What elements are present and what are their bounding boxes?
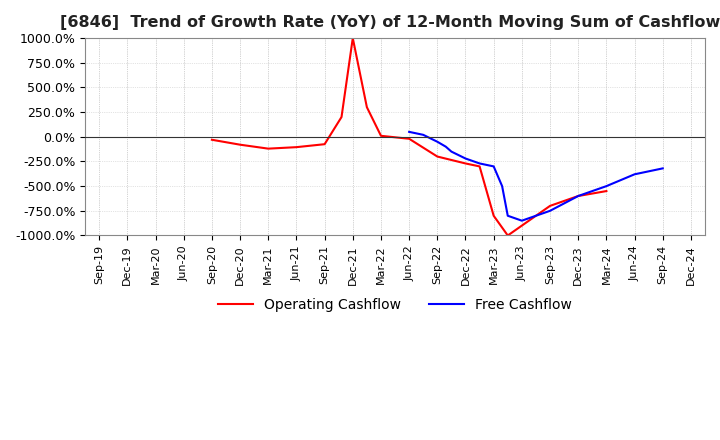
Operating Cashflow <box>207 137 216 143</box>
Line: Free Cashflow: Free Cashflow <box>409 132 662 221</box>
Operating Cashflow <box>235 142 244 147</box>
Free Cashflow <box>498 183 506 189</box>
Free Cashflow <box>658 166 667 171</box>
Legend: Operating Cashflow, Free Cashflow: Operating Cashflow, Free Cashflow <box>213 292 577 317</box>
Free Cashflow <box>441 144 450 149</box>
Free Cashflow <box>518 218 526 224</box>
Free Cashflow <box>475 161 484 166</box>
Line: Operating Cashflow: Operating Cashflow <box>212 38 606 235</box>
Operating Cashflow <box>490 213 498 218</box>
Operating Cashflow <box>264 146 273 151</box>
Free Cashflow <box>574 193 582 198</box>
Free Cashflow <box>630 172 639 177</box>
Operating Cashflow <box>518 223 526 228</box>
Operating Cashflow <box>344 65 353 70</box>
Title: [6846]  Trend of Growth Rate (YoY) of 12-Month Moving Sum of Cashflows: [6846] Trend of Growth Rate (YoY) of 12-… <box>60 15 720 30</box>
Operating Cashflow <box>503 233 512 238</box>
Operating Cashflow <box>363 105 372 110</box>
Operating Cashflow <box>602 188 611 194</box>
Operating Cashflow <box>462 161 470 166</box>
Operating Cashflow <box>337 114 346 120</box>
Free Cashflow <box>419 132 428 137</box>
Operating Cashflow <box>433 154 441 159</box>
Free Cashflow <box>462 156 470 161</box>
Operating Cashflow <box>292 144 301 150</box>
Operating Cashflow <box>348 36 357 41</box>
Free Cashflow <box>546 208 554 213</box>
Free Cashflow <box>503 213 512 218</box>
Operating Cashflow <box>475 164 484 169</box>
Free Cashflow <box>405 129 413 135</box>
Operating Cashflow <box>546 203 554 209</box>
Free Cashflow <box>447 149 456 154</box>
Operating Cashflow <box>320 142 329 147</box>
Free Cashflow <box>490 164 498 169</box>
Operating Cashflow <box>405 136 413 141</box>
Free Cashflow <box>433 139 441 144</box>
Free Cashflow <box>602 183 611 189</box>
Operating Cashflow <box>574 193 582 198</box>
Operating Cashflow <box>377 133 385 139</box>
